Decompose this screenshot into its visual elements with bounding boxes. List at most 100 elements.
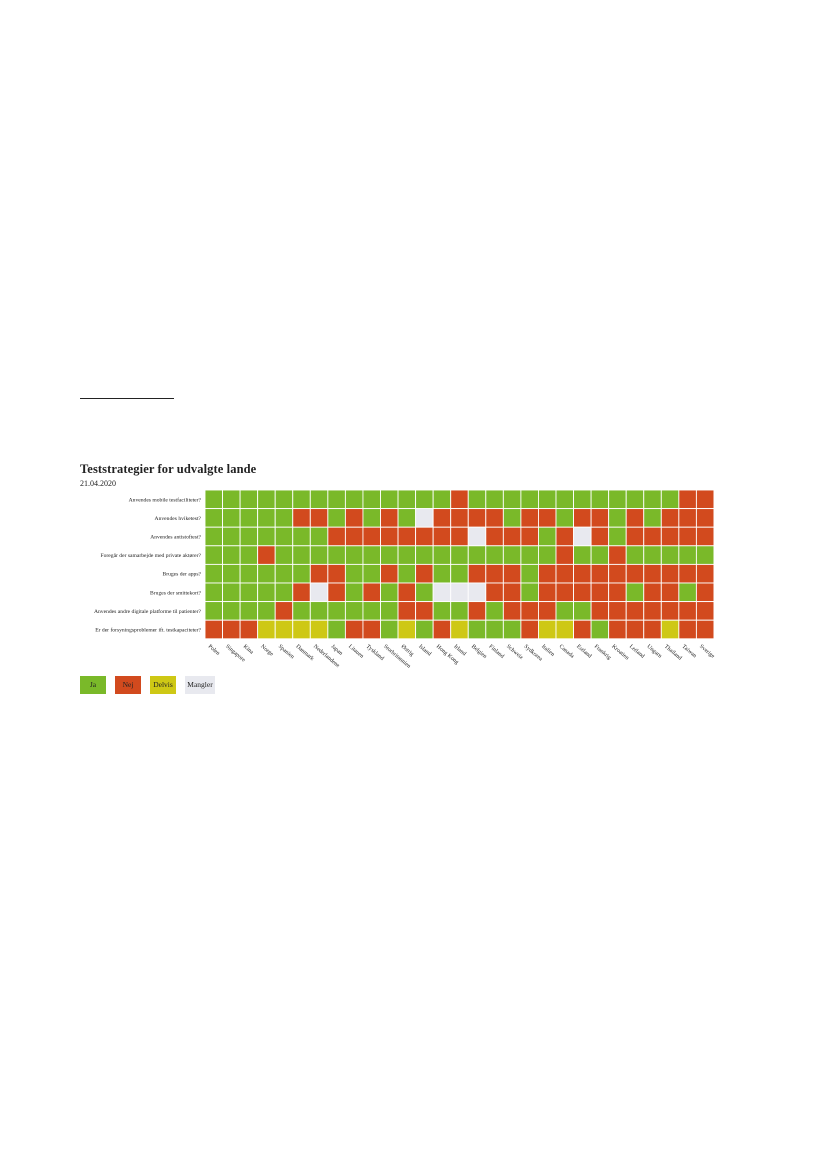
heatmap-cell xyxy=(520,619,539,640)
heatmap-cell xyxy=(415,545,434,565)
heatmap-cell xyxy=(292,545,311,565)
heatmap-cell xyxy=(573,563,592,584)
heatmap-cell xyxy=(292,489,311,510)
footnote-rule xyxy=(80,398,174,399)
heatmap-cell xyxy=(450,601,469,621)
heatmap-cell xyxy=(538,526,557,547)
column-label-polen: Polen xyxy=(207,644,221,657)
heatmap-cell xyxy=(573,508,592,528)
column-label-japan: Japan xyxy=(330,644,344,657)
heatmap-cell xyxy=(608,619,627,640)
heatmap-cell xyxy=(538,545,557,565)
heatmap-cell xyxy=(274,582,294,603)
heatmap-cell xyxy=(362,508,381,528)
column-label-island: Island xyxy=(417,644,432,658)
column-label-kina: Kina xyxy=(242,644,255,656)
heatmap-cell xyxy=(204,619,223,640)
legend-item-mangler: Mangler xyxy=(185,676,215,694)
heatmap-cell xyxy=(222,545,241,565)
heatmap-cell xyxy=(362,545,381,565)
heatmap-cell xyxy=(467,545,487,565)
heatmap-cell xyxy=(397,601,417,621)
heatmap-cell xyxy=(380,508,399,528)
row-label: Anvendes mobile testfaciliteter? xyxy=(129,496,202,503)
heatmap-cell xyxy=(467,563,487,584)
heatmap-cell xyxy=(485,582,504,603)
heatmap-cell xyxy=(397,619,417,640)
heatmap-cell xyxy=(397,563,417,584)
heatmap-cell xyxy=(573,582,592,603)
heatmap-cell xyxy=(257,601,276,621)
heatmap-cell xyxy=(502,601,522,621)
legend-item-delvis: Delvis xyxy=(150,676,176,694)
heatmap-cell xyxy=(660,582,680,603)
heatmap-cell xyxy=(362,563,381,584)
heatmap-cell xyxy=(239,619,259,640)
heatmap-cell xyxy=(502,619,522,640)
heatmap-cell xyxy=(239,563,259,584)
heatmap-cell xyxy=(538,563,557,584)
column-label-taiwan: Taiwan xyxy=(681,644,698,660)
heatmap-cell xyxy=(660,489,680,510)
heatmap-cell xyxy=(660,526,680,547)
heatmap-cell xyxy=(380,601,399,621)
heatmap-cell xyxy=(555,545,574,565)
heatmap-cell xyxy=(520,489,539,510)
heatmap-cell xyxy=(397,508,417,528)
heatmap-cell xyxy=(204,526,223,547)
heatmap-cell xyxy=(555,508,574,528)
heatmap-cell xyxy=(239,545,259,565)
heatmap-cell xyxy=(362,619,381,640)
heatmap-cell xyxy=(292,582,311,603)
heatmap-cell xyxy=(380,545,399,565)
heatmap-cell xyxy=(678,489,697,510)
heatmap-cell xyxy=(380,526,399,547)
column-label-frankrig: Frankrig xyxy=(593,644,612,661)
heatmap-cell xyxy=(274,545,294,565)
heatmap-cell xyxy=(520,582,539,603)
heatmap-cell xyxy=(344,619,364,640)
heatmap-cell xyxy=(625,619,645,640)
heatmap-cell xyxy=(257,526,276,547)
heatmap-cell xyxy=(467,601,487,621)
heatmap-cell xyxy=(222,489,241,510)
heatmap-cell xyxy=(590,582,610,603)
heatmap-cell xyxy=(643,489,662,510)
heatmap-cell xyxy=(625,508,645,528)
row-label: Er der forsyningsproblemer ift. testkapa… xyxy=(95,627,201,634)
heatmap-cell xyxy=(327,582,346,603)
row-label: Foregår der samarbejde med private aktør… xyxy=(101,552,202,559)
heatmap-cell xyxy=(485,526,504,547)
heatmap-cell xyxy=(450,508,469,528)
heatmap-cell xyxy=(415,601,434,621)
heatmap-cell xyxy=(590,601,610,621)
heatmap-cell xyxy=(678,601,697,621)
heatmap-cell xyxy=(643,508,662,528)
heatmap-cell xyxy=(327,619,346,640)
column-label-canada: Canada xyxy=(558,644,575,660)
heatmap-cell xyxy=(608,601,627,621)
heatmap-cell xyxy=(538,508,557,528)
heatmap-cell xyxy=(625,545,645,565)
row-label: Anvendes antistoftest? xyxy=(150,534,201,541)
heatmap-cell xyxy=(555,526,574,547)
column-label-letland: Letland xyxy=(628,644,645,660)
heatmap-cell xyxy=(327,563,346,584)
heatmap-cell xyxy=(274,526,294,547)
heatmap-cell xyxy=(362,582,381,603)
heatmap-cell xyxy=(432,508,452,528)
column-label-irland: Irland xyxy=(452,644,467,658)
heatmap-cell xyxy=(538,601,557,621)
heatmap-cell xyxy=(292,601,311,621)
heatmap-cell xyxy=(608,582,627,603)
heatmap-cell xyxy=(573,601,592,621)
heatmap-cell xyxy=(660,545,680,565)
heatmap-cell xyxy=(415,489,434,510)
heatmap-cell xyxy=(450,563,469,584)
heatmap-cell xyxy=(380,563,399,584)
heatmap-cell xyxy=(239,508,259,528)
heatmap-cell xyxy=(292,526,311,547)
heatmap-cell xyxy=(678,563,697,584)
column-label-litauen: Litauen xyxy=(347,644,364,660)
heatmap-cell xyxy=(467,582,487,603)
